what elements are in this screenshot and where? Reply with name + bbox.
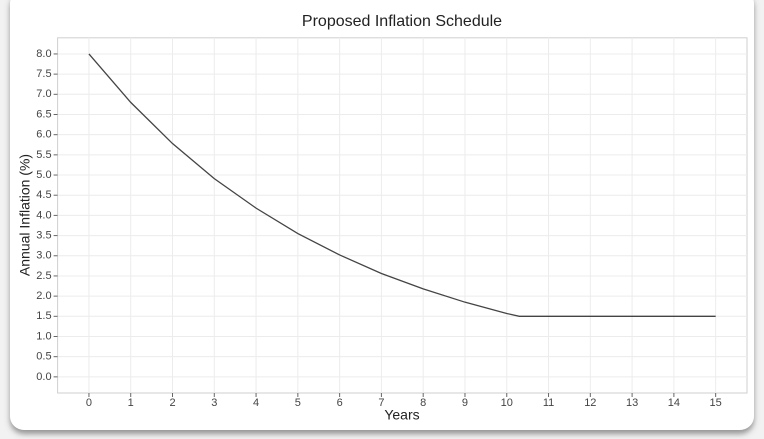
x-axis-title: Years [384, 407, 419, 423]
chart-title: Proposed Inflation Schedule [302, 13, 502, 30]
line [88, 53, 716, 317]
y-axis-title: Annual Inflation (%) [17, 154, 33, 276]
y-tick-label: 0.0 [36, 371, 51, 383]
y-tick-label: 4.5 [36, 189, 51, 201]
y-tick-label: 1.5 [36, 310, 51, 322]
x-tick-label: 14 [668, 397, 680, 409]
x-tick-label: 1 [128, 397, 134, 409]
x-tick-label: 9 [462, 397, 468, 409]
y-tick-label: 3.5 [36, 229, 51, 241]
x-tick-label: 3 [211, 397, 217, 409]
y-tick-label: 2.0 [36, 290, 51, 302]
x-tick-label: 8 [420, 397, 426, 409]
x-tick-label: 4 [253, 397, 259, 409]
y-tick-label: 6.0 [36, 129, 51, 141]
x-tick-label: 11 [543, 397, 554, 409]
x-tick-label: 10 [501, 397, 513, 409]
y-tick-label: 5.0 [36, 169, 51, 181]
x-tick-label: 0 [86, 397, 92, 409]
y-tick-label: 6.5 [36, 108, 51, 120]
x-tick-label: 6 [337, 397, 343, 409]
y-tick-label: 8.0 [36, 48, 51, 60]
x-tick-label: 5 [295, 397, 301, 409]
x-tick-label: 2 [169, 397, 175, 409]
y-tick-label: 0.5 [36, 351, 51, 363]
y-tick-label: 7.0 [36, 88, 51, 100]
x-tick-label: 7 [378, 397, 384, 409]
y-tick-label: 4.0 [36, 209, 51, 221]
y-tick-label: 1.0 [36, 330, 51, 342]
y-tick-label: 5.5 [36, 149, 51, 161]
x-tick-label: 15 [710, 397, 722, 409]
x-tick-label: 13 [626, 397, 638, 409]
y-tick-label: 7.5 [36, 68, 51, 80]
y-tick-label: 3.0 [36, 250, 51, 262]
x-tick-label: 12 [584, 397, 596, 409]
y-tick-label: 2.5 [36, 270, 51, 282]
